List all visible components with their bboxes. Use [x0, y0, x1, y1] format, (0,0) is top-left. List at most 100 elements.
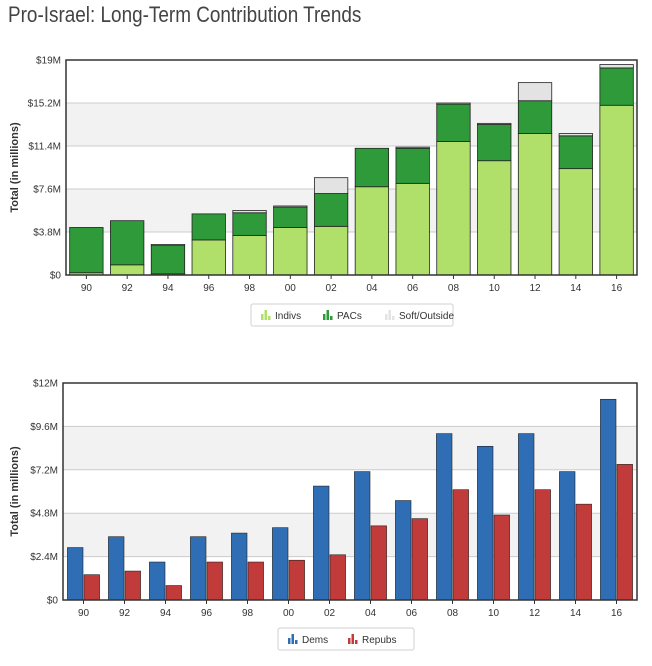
y-tick-label: $7.2M [30, 465, 58, 476]
bar-indivs-08 [436, 141, 471, 276]
contribution-stacked-bar-chart: $0 $3.8M $7.6M $11.4M $15.2M $19M 90 92 94 96 98 00… [9, 56, 638, 327]
bar-indivs-98 [232, 234, 267, 276]
legend-item-pacs[interactable]: PACs [323, 310, 362, 322]
y-tick-label: $9.6M [30, 422, 58, 433]
bar-soft-outside-16 [599, 64, 634, 69]
bar-repubs-96 [206, 561, 223, 601]
legend-item-indivs[interactable]: Indivs [261, 310, 301, 322]
legend: Indivs PACs Soft/Outside [250, 303, 454, 327]
bar-soft-outside-12 [517, 82, 553, 102]
y-tick-label: $7.6M [33, 185, 61, 196]
y-tick-label: $2.4M [30, 552, 58, 563]
bar-pacs-14 [558, 135, 593, 170]
bar-indivs-96 [191, 239, 226, 276]
x-tick-label: 16 [611, 283, 623, 294]
bar-chart-icon [385, 310, 395, 320]
bar-dems-98 [231, 532, 248, 601]
bar-repubs-02 [329, 554, 346, 601]
bar-soft-outside-94 [150, 244, 186, 246]
legend-item-repubs[interactable]: Repubs [348, 634, 396, 646]
bar-pacs-08 [436, 103, 471, 142]
x-tick-label: 12 [529, 283, 541, 294]
bar-pacs-94 [150, 245, 186, 275]
legend-item-soft-outside[interactable]: Soft/Outside [385, 310, 454, 322]
legend-item-dems[interactable]: Dems [288, 634, 328, 646]
y-tick-label: $4.8M [30, 509, 58, 520]
bar-repubs-98 [247, 561, 264, 601]
x-tick-label: 06 [407, 283, 419, 294]
x-tick-label: 94 [162, 283, 174, 294]
bar-repubs-00 [288, 559, 305, 601]
plot-frame [62, 382, 638, 601]
bar-repubs-06 [411, 518, 428, 601]
plot-band [63, 513, 637, 557]
bar-soft-outside-06 [395, 146, 430, 149]
bar-pacs-98 [232, 212, 267, 236]
bar-soft-outside-10 [477, 122, 512, 125]
x-tick-label: 98 [242, 608, 254, 619]
x-tick-label: 96 [203, 283, 215, 294]
x-tick-label: 16 [611, 608, 623, 619]
bar-dems-92 [108, 536, 125, 601]
y-tick-label: $19M [36, 56, 61, 67]
x-tick-label: 00 [283, 608, 295, 619]
bar-repubs-94 [165, 585, 182, 601]
bar-indivs-16 [599, 104, 634, 276]
bar-dems-06 [395, 500, 412, 601]
bar-pacs-00 [273, 206, 308, 228]
legend-label: Repubs [362, 635, 396, 646]
x-tick-label: 04 [365, 608, 377, 619]
x-tick-label: 90 [81, 283, 93, 294]
x-tick-label: 92 [122, 283, 134, 294]
bar-soft-outside-14 [558, 133, 593, 137]
bar-repubs-08 [452, 489, 469, 601]
bar-dems-10 [477, 445, 494, 601]
x-tick-label: 94 [160, 608, 172, 619]
legend-box [277, 627, 415, 651]
bar-indivs-10 [477, 160, 512, 276]
bar-chart-icon [323, 310, 333, 320]
bar-indivs-12 [517, 133, 553, 276]
y-axis-label: Total (in millions) [9, 446, 21, 537]
legend-box [250, 303, 454, 327]
bar-dems-16 [600, 398, 617, 601]
bar-repubs-12 [534, 489, 551, 601]
bar-soft-outside-08 [436, 102, 471, 105]
bar-dems-04 [354, 471, 371, 601]
bar-indivs-00 [273, 227, 308, 276]
bar-indivs-92 [110, 264, 145, 276]
bar-pacs-02 [313, 193, 349, 227]
x-tick-label: 10 [488, 608, 500, 619]
bar-indivs-04 [354, 186, 390, 276]
y-tick-label: $0 [47, 596, 59, 607]
x-tick-label: 98 [244, 283, 256, 294]
bar-dems-12 [518, 433, 535, 601]
x-tick-label: 92 [119, 608, 131, 619]
page-title: Pro-Israel: Long-Term Contribution Trend… [8, 2, 362, 27]
bar-repubs-04 [370, 525, 387, 601]
x-tick-label: 12 [529, 608, 541, 619]
plot-band [63, 426, 637, 470]
legend: Dems Repubs [277, 627, 415, 651]
bar-indivs-14 [558, 168, 593, 276]
bar-dems-08 [436, 433, 453, 601]
bar-dems-94 [149, 561, 166, 601]
bar-chart-icon [348, 634, 358, 644]
bar-dems-02 [313, 485, 330, 601]
y-tick-label: $0 [50, 271, 62, 282]
bar-repubs-92 [124, 570, 141, 601]
party-grouped-bar-chart: $0 $2.4M $4.8M $7.2M $9.6M $12M 90 92 94 96 98 00 02… [9, 379, 638, 651]
bar-dems-96 [190, 536, 207, 601]
x-tick-label: 90 [78, 608, 90, 619]
legend-label: Indivs [275, 311, 301, 322]
bar-dems-00 [272, 527, 289, 601]
x-tick-label: 02 [326, 283, 338, 294]
x-tick-label: 96 [201, 608, 213, 619]
bar-indivs-06 [395, 182, 430, 276]
bar-repubs-10 [493, 514, 510, 601]
bar-repubs-90 [83, 574, 100, 601]
bar-soft-outside-98 [232, 210, 267, 214]
legend-label: Soft/Outside [399, 311, 454, 322]
bar-pacs-06 [395, 147, 430, 184]
bar-dems-90 [67, 547, 84, 601]
